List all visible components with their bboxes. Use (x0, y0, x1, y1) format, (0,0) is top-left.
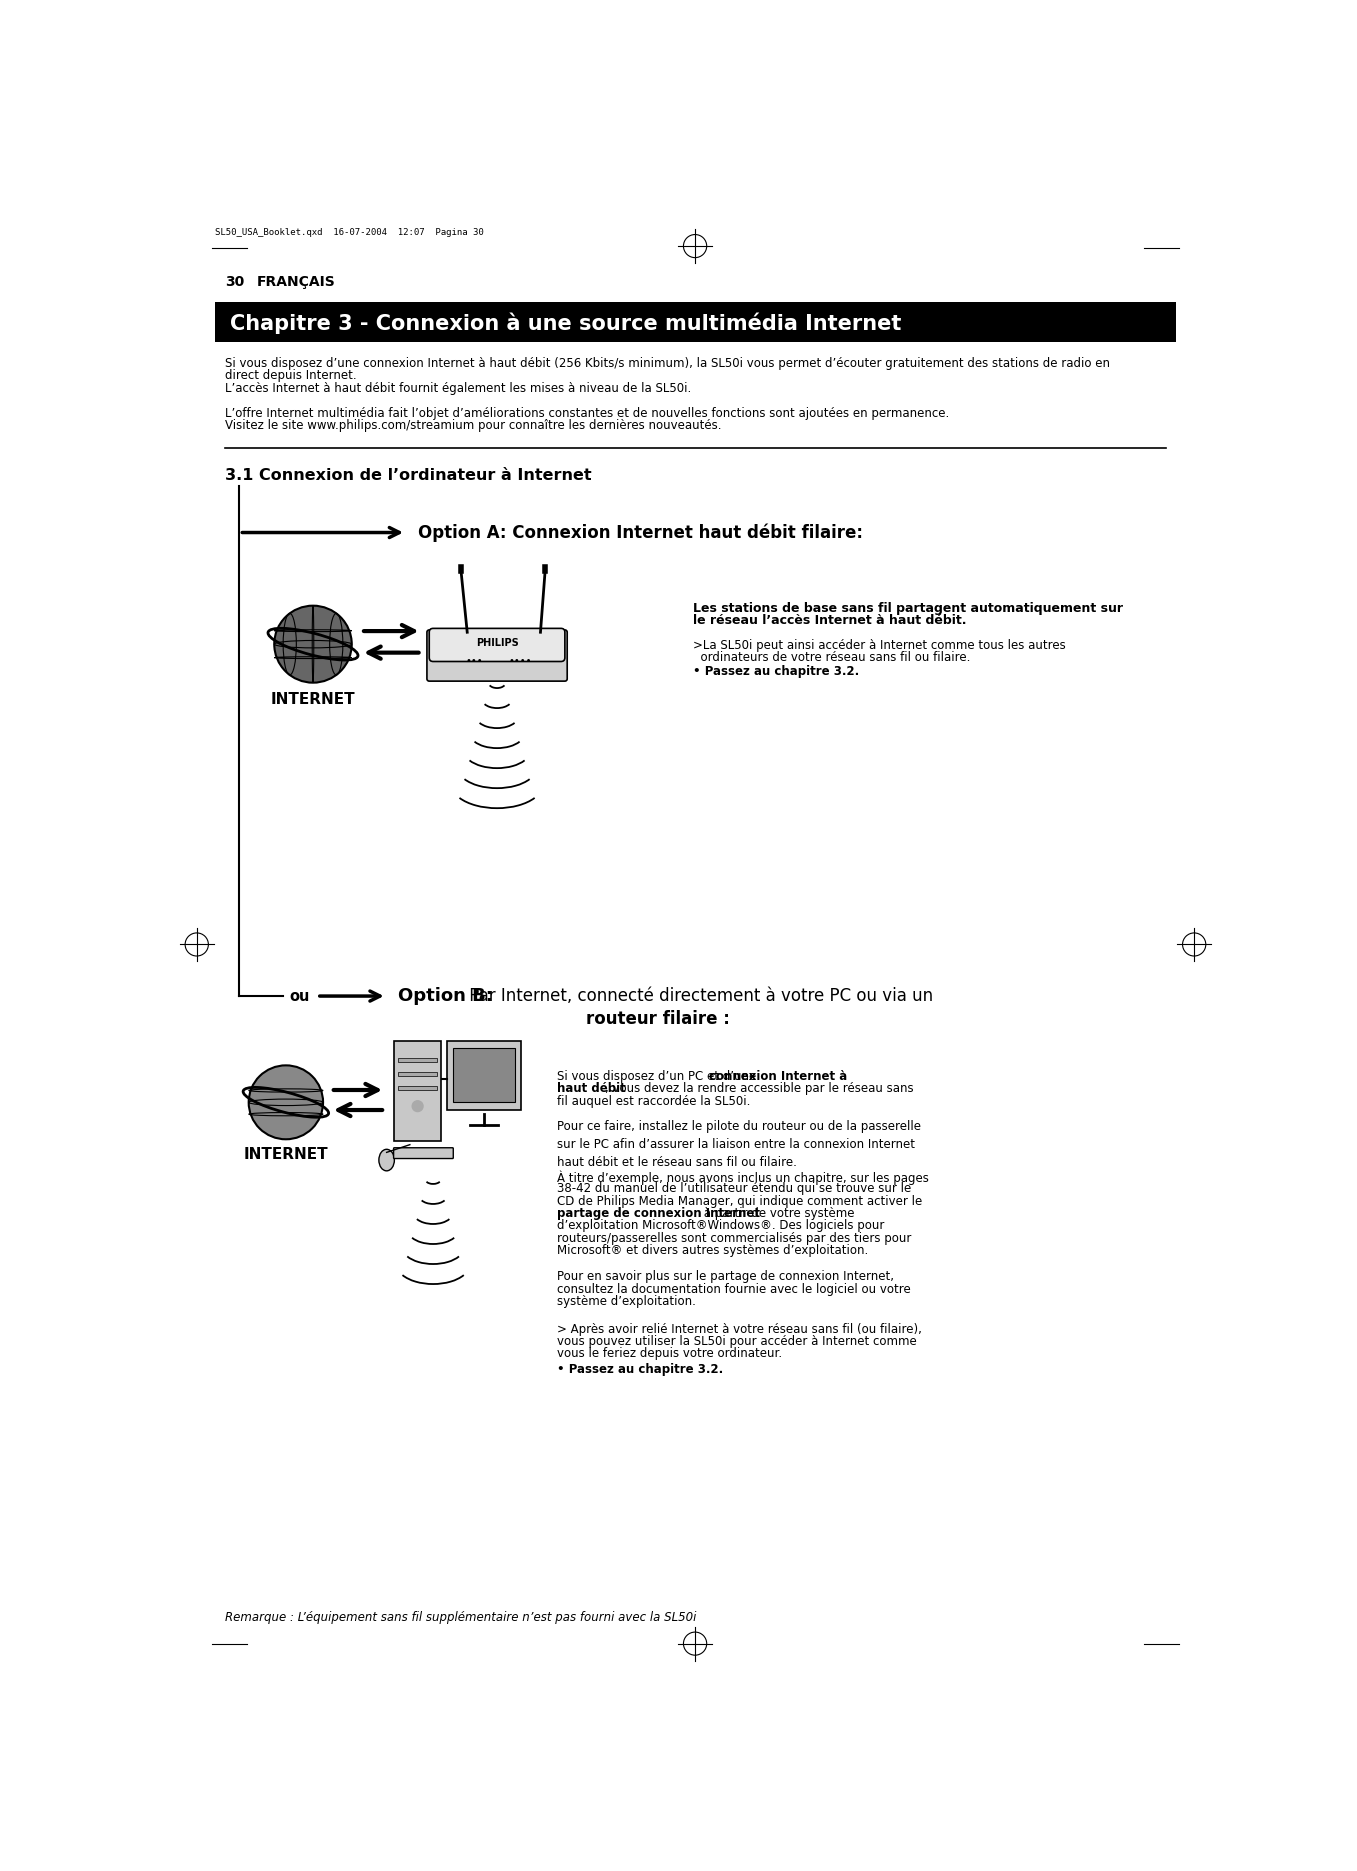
Text: SL50_USA_Booklet.qxd  16-07-2004  12:07  Pagina 30: SL50_USA_Booklet.qxd 16-07-2004 12:07 Pa… (214, 228, 483, 238)
FancyBboxPatch shape (395, 1040, 441, 1141)
Text: FRANÇAIS: FRANÇAIS (256, 275, 335, 290)
Circle shape (413, 1100, 423, 1111)
Text: connexion Internet à: connexion Internet à (708, 1070, 847, 1083)
Text: Remarque : L’équipement sans fil supplémentaire n’est pas fourni avec la SL50i: Remarque : L’équipement sans fil supplém… (225, 1611, 696, 1624)
Text: routeur filaire :: routeur filaire : (586, 1010, 730, 1029)
Text: d’exploitation Microsoft®Windows®. Des logiciels pour: d’exploitation Microsoft®Windows®. Des l… (558, 1220, 885, 1233)
Text: Option A: Connexion Internet haut débit filaire:: Option A: Connexion Internet haut débit … (418, 524, 863, 543)
Text: à partir de votre système: à partir de votre système (700, 1207, 855, 1220)
Ellipse shape (379, 1149, 395, 1171)
Text: vous pouvez utiliser la SL50i pour accéder à Internet comme: vous pouvez utiliser la SL50i pour accéd… (558, 1334, 917, 1347)
Text: Pour en savoir plus sur le partage de connexion Internet,: Pour en savoir plus sur le partage de co… (558, 1270, 894, 1284)
Text: INTERNET: INTERNET (243, 1147, 328, 1162)
FancyBboxPatch shape (394, 1147, 453, 1158)
Circle shape (248, 1065, 323, 1139)
Text: partage de connexion Internet: partage de connexion Internet (558, 1207, 760, 1220)
Text: consultez la documentation fournie avec le logiciel ou votre: consultez la documentation fournie avec … (558, 1282, 911, 1295)
Text: INTERNET: INTERNET (270, 692, 356, 707)
Bar (398, 1087, 437, 1091)
Text: le réseau l’accès Internet à haut débit.: le réseau l’accès Internet à haut débit. (693, 614, 966, 627)
Text: haut débit: haut débit (558, 1081, 626, 1095)
Text: Microsoft® et divers autres systèmes d’exploitation.: Microsoft® et divers autres systèmes d’e… (558, 1244, 868, 1257)
Text: CD de Philips Media Manager, qui indique comment activer le: CD de Philips Media Manager, qui indique… (558, 1196, 923, 1207)
Text: système d’exploitation.: système d’exploitation. (558, 1295, 696, 1308)
Text: Visitez le site www.philips.com/streamium pour connaître les dernières nouveauté: Visitez le site www.philips.com/streamiu… (225, 419, 722, 432)
Text: Les stations de base sans fil partagent automatiquement sur: Les stations de base sans fil partagent … (693, 602, 1122, 616)
Text: Si vous disposez d’un PC et d’une: Si vous disposez d’un PC et d’une (558, 1070, 760, 1083)
Text: Par Internet, connecté directement à votre PC ou via un: Par Internet, connecté directement à vot… (464, 988, 934, 1005)
Text: Pour ce faire, installez le pilote du routeur ou de la passerelle
sur le PC afin: Pour ce faire, installez le pilote du ro… (558, 1121, 921, 1169)
Text: vous le feriez depuis votre ordinateur.: vous le feriez depuis votre ordinateur. (558, 1347, 782, 1360)
Text: 30: 30 (225, 275, 244, 290)
Text: •••: ••• (465, 655, 483, 666)
Text: PHILIPS: PHILIPS (476, 638, 518, 647)
Text: routeurs/passerelles sont commercialisés par des tiers pour: routeurs/passerelles sont commercialisés… (558, 1231, 912, 1244)
Bar (398, 1072, 437, 1076)
Text: 38-42 du manuel de l’utilisateur étendu qui se trouve sur le: 38-42 du manuel de l’utilisateur étendu … (558, 1182, 912, 1196)
Text: • Passez au chapitre 3.2.: • Passez au chapitre 3.2. (693, 664, 859, 677)
Text: Chapitre 3 - Connexion à une source multimédia Internet: Chapitre 3 - Connexion à une source mult… (231, 312, 901, 333)
Text: 3.1 Connexion de l’ordinateur à Internet: 3.1 Connexion de l’ordinateur à Internet (225, 468, 592, 483)
FancyBboxPatch shape (429, 629, 565, 662)
FancyBboxPatch shape (427, 631, 567, 681)
Circle shape (274, 606, 351, 683)
Text: L’accès Internet à haut débit fournit également les mises à niveau de la SL50i.: L’accès Internet à haut débit fournit ég… (225, 382, 692, 395)
Text: À titre d’exemple, nous avons inclus un chapitre, sur les pages: À titre d’exemple, nous avons inclus un … (558, 1169, 930, 1184)
Bar (214, 301, 1177, 342)
Text: ordinateurs de votre réseau sans fil ou filaire.: ordinateurs de votre réseau sans fil ou … (693, 651, 970, 664)
Text: direct depuis Internet.: direct depuis Internet. (225, 369, 357, 382)
FancyBboxPatch shape (453, 1048, 514, 1102)
Text: >La SL50i peut ainsi accéder à Internet comme tous les autres: >La SL50i peut ainsi accéder à Internet … (693, 638, 1065, 651)
Text: fil auquel est raccordée la SL50i.: fil auquel est raccordée la SL50i. (558, 1095, 750, 1108)
Text: ou: ou (289, 988, 309, 1003)
Bar (398, 1059, 437, 1063)
Text: Si vous disposez d’une connexion Internet à haut débit (256 Kbits/s minimum), la: Si vous disposez d’une connexion Interne… (225, 357, 1110, 370)
Text: Option B:: Option B: (398, 988, 493, 1005)
Text: L’offre Internet multimédia fait l’objet d’améliorations constantes et de nouvel: L’offre Internet multimédia fait l’objet… (225, 408, 950, 419)
Text: • Passez au chapitre 3.2.: • Passez au chapitre 3.2. (558, 1362, 723, 1375)
FancyBboxPatch shape (446, 1040, 521, 1110)
Text: ••••: •••• (509, 655, 532, 666)
Text: > Après avoir relié Internet à votre réseau sans fil (ou filaire),: > Après avoir relié Internet à votre rés… (558, 1323, 921, 1336)
Text: , vous devez la rendre accessible par le réseau sans: , vous devez la rendre accessible par le… (605, 1081, 913, 1095)
